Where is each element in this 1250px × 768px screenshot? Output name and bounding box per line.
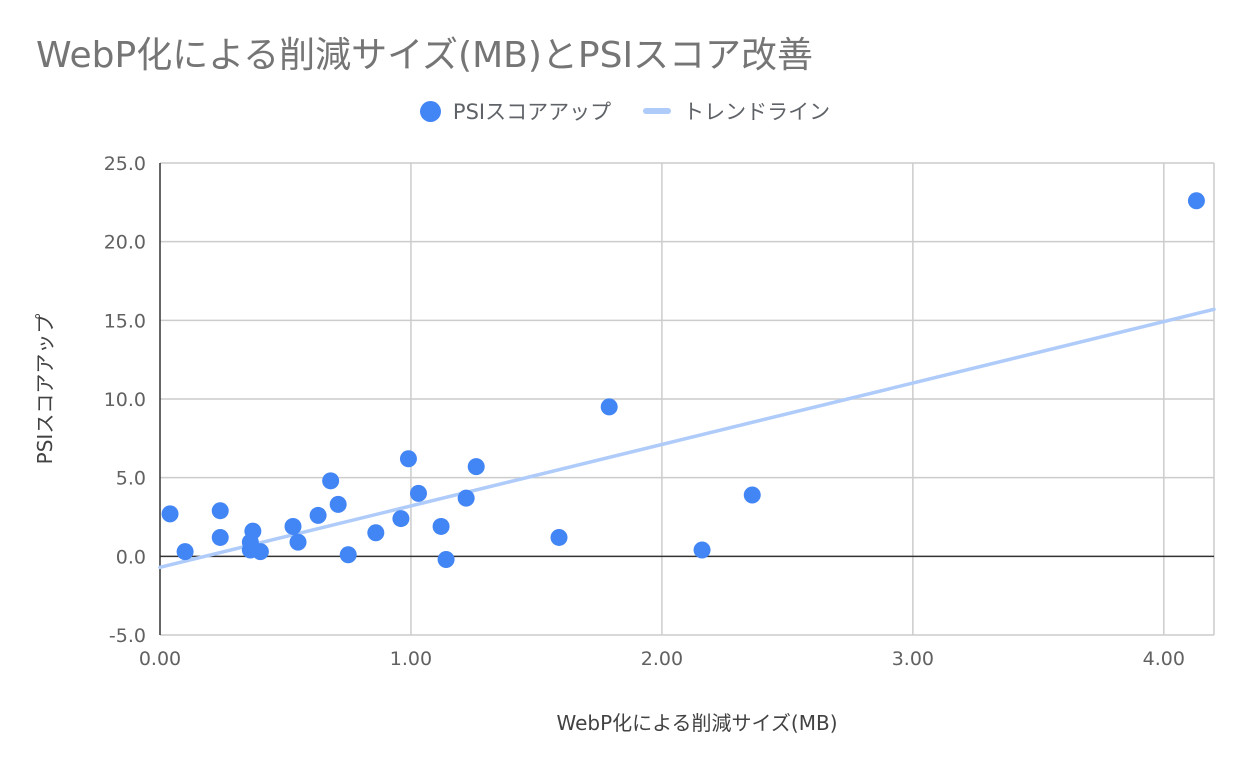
data-point (399, 450, 417, 468)
data-point (457, 489, 475, 507)
data-point (600, 398, 618, 416)
x-tick-label: 3.00 (892, 648, 934, 670)
x-axis-title: WebP化による削減サイズ(MB) (556, 711, 837, 735)
legend-line-marker (643, 108, 672, 114)
data-point (467, 458, 485, 476)
legend-item-scatter[interactable]: PSIスコアアップ (419, 96, 612, 126)
data-point (367, 524, 385, 542)
data-point (322, 472, 340, 490)
data-point (309, 506, 327, 524)
y-tick-label: 25.0 (104, 153, 146, 175)
data-point (251, 543, 269, 561)
data-point (432, 517, 450, 535)
x-tick-label: 1.00 (390, 648, 432, 670)
data-point (161, 505, 179, 523)
data-point (550, 528, 568, 546)
data-point (437, 550, 455, 568)
trendline (158, 307, 1216, 570)
legend-label-trendline: トレンドライン (683, 100, 831, 124)
chart-title: WebP化による削減サイズ(MB)とPSIスコア改善 (36, 35, 814, 76)
y-tick-label: 0.0 (116, 546, 146, 568)
data-point (284, 517, 302, 535)
data-point (329, 495, 347, 513)
y-tick-label: 20.0 (104, 232, 146, 254)
x-tick-label: 4.00 (1143, 648, 1185, 670)
legend-dot-marker (419, 100, 441, 122)
data-point (289, 533, 307, 551)
data-point (409, 484, 427, 502)
legend: PSIスコアアップ トレンドライン (0, 96, 1250, 126)
data-point (244, 522, 262, 540)
data-point (339, 546, 357, 564)
y-tick-label: 15.0 (104, 310, 146, 332)
legend-item-trendline[interactable]: トレンドライン (643, 96, 830, 126)
data-point (176, 543, 194, 561)
y-axis-title: PSIスコアアップ (33, 314, 57, 465)
legend-label-scatter: PSIスコアアップ (452, 100, 612, 124)
data-point (1187, 192, 1205, 210)
y-tick-label: 5.0 (116, 468, 146, 490)
data-point (392, 510, 410, 528)
x-tick-label: 2.00 (641, 648, 683, 670)
y-tick-label: -5.0 (109, 625, 146, 647)
data-point (211, 528, 229, 546)
data-point (693, 541, 711, 559)
y-tick-label: 10.0 (104, 389, 146, 411)
data-point (743, 486, 761, 504)
x-tick-label: 0.00 (139, 648, 181, 670)
data-point (211, 502, 229, 520)
